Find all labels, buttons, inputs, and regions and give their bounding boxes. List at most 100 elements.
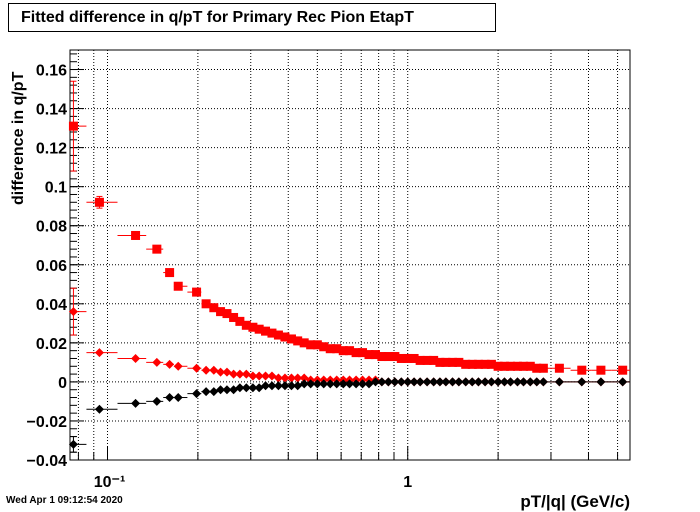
data-point — [280, 373, 290, 383]
data-point — [286, 373, 296, 383]
data-point — [299, 379, 309, 389]
data-point — [152, 396, 162, 406]
data-point — [173, 281, 183, 291]
axes: 10⁻¹ 1 −0.04 −0.02 0 0.02 0.04 0.06 0.08 0.1 0.12 0… — [27, 49, 631, 491]
data-point — [293, 336, 303, 346]
data-point — [319, 379, 329, 389]
data-point — [435, 357, 445, 367]
data-point — [383, 352, 393, 362]
data-point — [441, 377, 451, 387]
data-point — [312, 340, 322, 350]
data-point — [486, 359, 496, 369]
data-point — [532, 377, 542, 387]
data-point — [306, 340, 316, 350]
data-point — [486, 377, 496, 387]
data-point — [209, 387, 219, 397]
y-tick-label: −0.02 — [27, 414, 68, 431]
data-point — [480, 359, 490, 369]
data-point — [152, 357, 162, 367]
data-point — [396, 377, 406, 387]
data-point — [512, 377, 522, 387]
data-point — [422, 377, 432, 387]
data-point — [293, 373, 303, 383]
grid-lines — [70, 50, 630, 461]
data-point — [280, 332, 290, 342]
data-point — [286, 334, 296, 344]
y-tick-label: −0.04 — [27, 453, 68, 470]
data-point — [409, 353, 419, 363]
data-point — [241, 369, 251, 379]
data-point — [131, 398, 141, 408]
data-point — [293, 381, 303, 391]
data-point — [461, 359, 471, 369]
data-point — [409, 377, 419, 387]
data-point — [241, 320, 251, 330]
plot-frame — [69, 49, 631, 461]
data-point — [371, 350, 381, 360]
data-point — [364, 379, 374, 389]
timestamp: Wed Apr 1 09:12:54 2020 — [6, 495, 123, 506]
y-axis-label: difference in q/pT — [10, 71, 27, 205]
data-point — [493, 361, 503, 371]
data-point — [351, 348, 361, 358]
data-point — [403, 353, 413, 363]
data-point — [299, 338, 309, 348]
data-point — [454, 377, 464, 387]
data-point — [273, 330, 283, 340]
data-point — [532, 363, 542, 373]
data-point — [216, 367, 226, 377]
data-point — [596, 365, 606, 375]
data-point — [577, 377, 587, 387]
data-point — [525, 377, 535, 387]
data-point — [473, 377, 483, 387]
data-point — [493, 377, 503, 387]
data-point — [618, 365, 628, 375]
data-point — [512, 361, 522, 371]
data-point — [538, 377, 548, 387]
data-point — [94, 197, 104, 207]
data-point — [345, 379, 355, 389]
data-point — [235, 316, 245, 326]
data-point — [396, 353, 406, 363]
data-point — [377, 352, 387, 362]
y-tick-label: 0.12 — [36, 141, 67, 158]
data-point — [235, 369, 245, 379]
data-point — [209, 365, 219, 375]
data-point — [286, 381, 296, 391]
data-point — [165, 268, 175, 278]
data-point — [201, 365, 211, 375]
data-point — [390, 377, 400, 387]
data-marks — [68, 80, 630, 453]
data-point — [403, 377, 413, 387]
data-point — [267, 328, 277, 338]
data-point — [518, 361, 528, 371]
data-point — [473, 359, 483, 369]
data-point — [267, 371, 277, 381]
data-point — [94, 404, 104, 414]
data-point — [364, 350, 374, 360]
data-point — [454, 357, 464, 367]
data-point — [554, 377, 564, 387]
data-point — [415, 377, 425, 387]
data-point — [94, 348, 104, 358]
data-point — [131, 353, 141, 363]
data-point — [351, 379, 361, 389]
data-point — [467, 377, 477, 387]
series-2 — [68, 377, 630, 453]
data-point — [319, 342, 329, 352]
data-point — [338, 346, 348, 356]
data-point — [358, 348, 368, 358]
data-point — [332, 379, 342, 389]
data-point — [209, 303, 219, 313]
data-point — [131, 230, 141, 240]
y-tick-label: 0.06 — [36, 258, 67, 275]
data-point — [68, 307, 78, 317]
data-point — [377, 377, 387, 387]
data-point — [554, 363, 564, 373]
data-point — [596, 377, 606, 387]
data-point — [415, 355, 425, 365]
data-point — [480, 377, 490, 387]
data-point — [325, 379, 335, 389]
data-point — [201, 299, 211, 309]
